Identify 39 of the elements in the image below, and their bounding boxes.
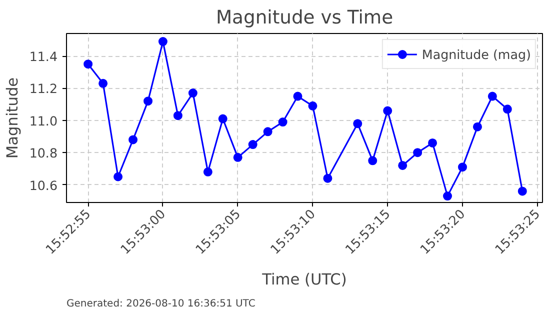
chart-title: Magnitude vs Time <box>216 8 394 28</box>
point <box>443 192 452 201</box>
point <box>293 92 302 101</box>
text: Generated: 2026-08-10 16:36:51 UTC <box>66 298 256 310</box>
point <box>368 156 378 166</box>
point <box>128 135 138 144</box>
y-tick-label: 10.8 <box>29 146 58 161</box>
point <box>488 92 497 101</box>
point <box>84 60 93 69</box>
point <box>158 37 168 46</box>
point <box>173 111 182 120</box>
point <box>428 138 438 148</box>
point <box>188 88 198 98</box>
point <box>398 160 408 170</box>
y-tick-label: 11.0 <box>29 113 58 128</box>
point <box>203 167 212 176</box>
y-tick-label: 10.6 <box>29 178 58 193</box>
point <box>263 127 272 136</box>
point <box>98 78 108 88</box>
point <box>114 172 123 182</box>
legend-label: Magnitude (mag) <box>422 46 531 62</box>
point <box>308 101 318 110</box>
point <box>518 186 527 196</box>
point <box>144 96 153 106</box>
y-tick-label: 11.4 <box>29 49 58 64</box>
point <box>248 140 258 150</box>
y-axis-title: Magnitude <box>3 77 22 159</box>
point <box>353 119 362 128</box>
point <box>278 118 288 127</box>
point <box>502 104 512 114</box>
point <box>218 114 228 124</box>
point <box>383 106 392 116</box>
point <box>472 122 482 132</box>
x-axis-title: Time (UTC) <box>261 270 347 288</box>
y-tick-label: 11.2 <box>29 81 58 96</box>
point <box>458 162 467 172</box>
point <box>323 174 332 183</box>
point <box>413 148 422 158</box>
point <box>233 152 242 162</box>
